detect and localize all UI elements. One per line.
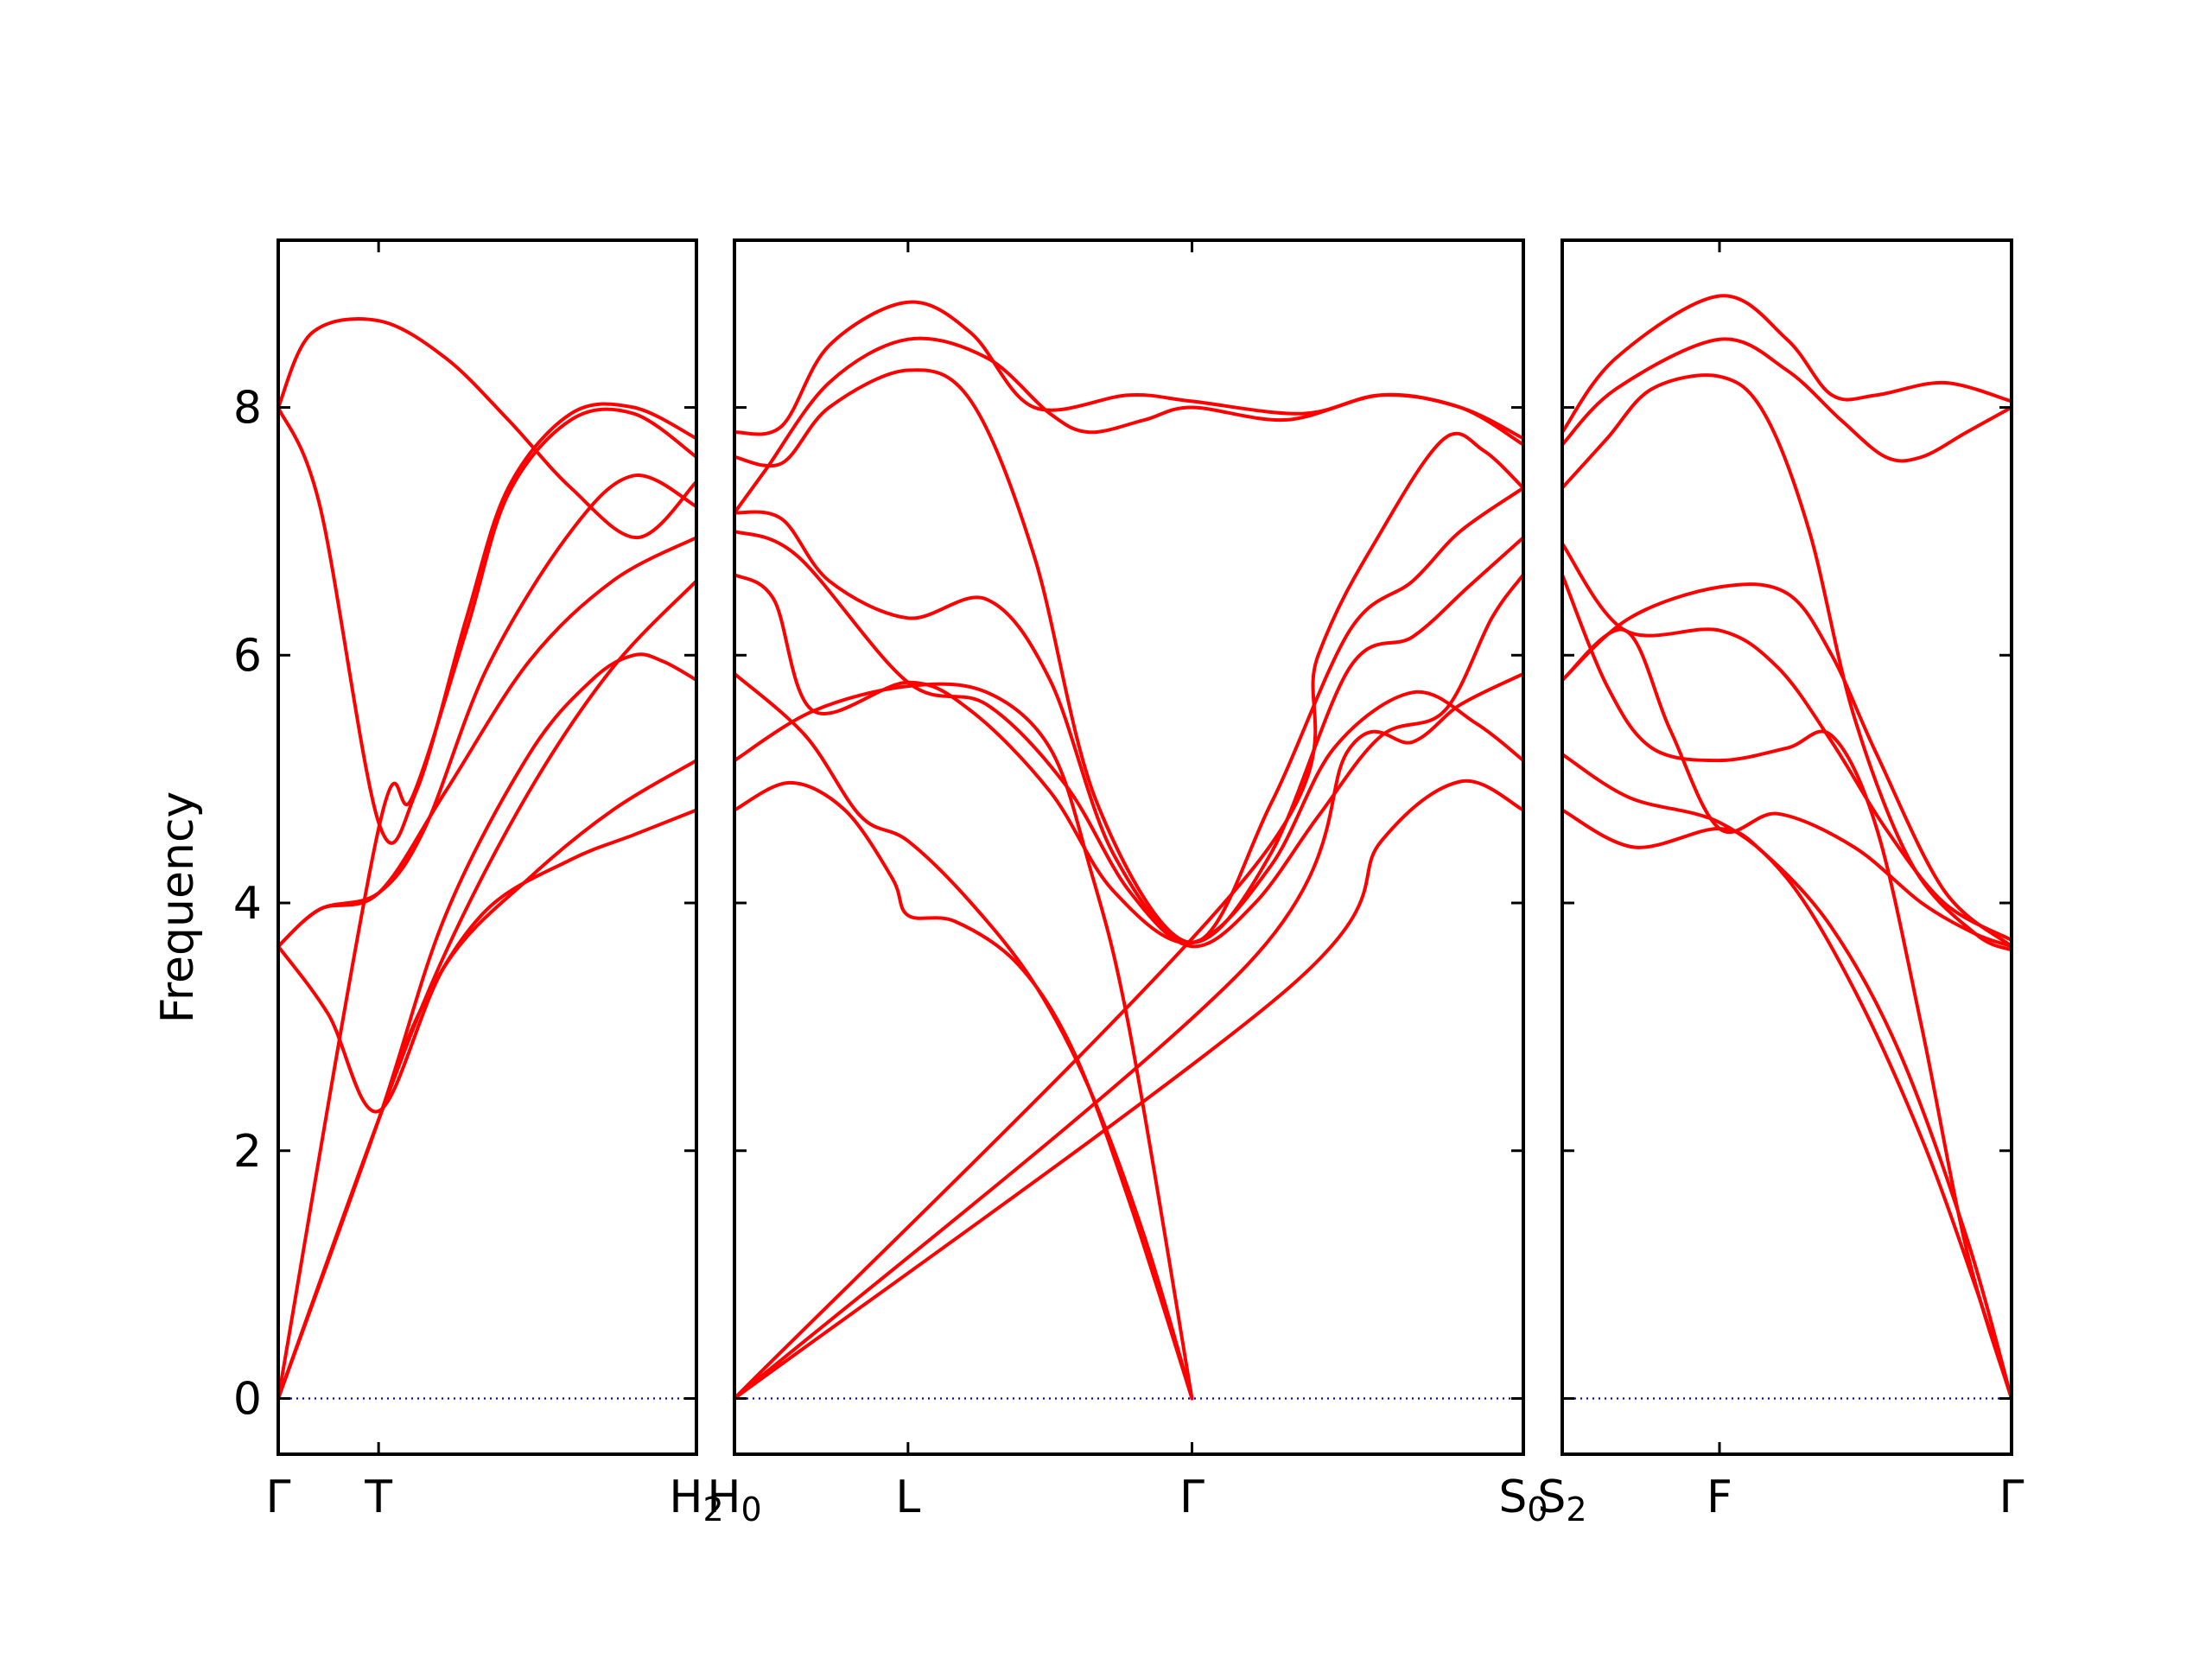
panel-frame	[1560, 238, 2013, 1456]
y-axis: 0 2 4 6 8	[233, 383, 262, 1426]
band-7	[1560, 373, 2013, 952]
x-tick-label: S2	[1537, 1471, 1586, 1529]
band-5	[733, 529, 1525, 949]
band-6	[1560, 582, 2013, 949]
y-tick-label: 4	[233, 878, 262, 930]
x-tick-label: H2	[669, 1471, 723, 1529]
x-tick-label: Γ	[1179, 1471, 1205, 1523]
band-8	[733, 336, 1525, 515]
band-3	[1560, 627, 2013, 949]
band-4	[733, 573, 1525, 945]
panel-1: Γ T H2	[266, 238, 724, 1529]
y-tick-label: 8	[233, 383, 262, 435]
y-tick-label: 6	[233, 630, 262, 682]
x-tick-label: Γ	[1999, 1471, 2024, 1523]
band-2	[276, 808, 698, 1401]
band-2	[733, 671, 1194, 1401]
band-4	[1560, 573, 2013, 1401]
band-7	[733, 368, 1525, 944]
x-tick-label: F	[1707, 1471, 1732, 1523]
band-5	[1560, 542, 2013, 942]
x-tick-label: Γ	[266, 1471, 291, 1523]
band-9	[1560, 294, 2013, 435]
band-5	[276, 402, 698, 845]
y-tick-label: 2	[233, 1126, 262, 1178]
x-tick-label: L	[895, 1471, 920, 1523]
panel-2: H0 L Γ S0	[707, 238, 1548, 1529]
band-2	[1560, 753, 2013, 1401]
panel-frame	[733, 238, 1525, 1456]
band-3	[276, 759, 698, 1114]
band-7	[276, 536, 698, 949]
x-tick-label: T	[364, 1471, 392, 1523]
band-10	[733, 671, 1525, 1401]
x-tick-label: S0	[1498, 1471, 1548, 1529]
panel-3: S2 F Γ	[1537, 238, 2024, 1529]
y-tick-label: 0	[233, 1373, 262, 1425]
band-3	[733, 682, 1194, 1401]
band-6	[733, 510, 1525, 944]
band-1	[733, 780, 1194, 1401]
band-12	[733, 431, 1525, 1401]
band-8	[276, 579, 698, 1401]
band-9	[276, 317, 698, 540]
band-1	[1560, 808, 2013, 1401]
x-tick-label: H0	[707, 1471, 761, 1529]
band-8	[1560, 337, 2013, 463]
band-9	[733, 300, 1525, 447]
panel-frame	[276, 238, 698, 1456]
band-11	[733, 779, 1525, 1401]
y-axis-label: Frequency	[152, 791, 204, 1024]
